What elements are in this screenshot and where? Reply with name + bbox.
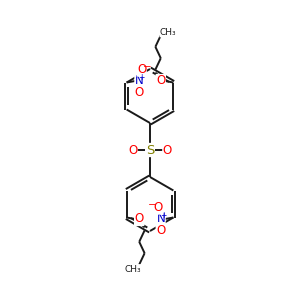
Text: N: N xyxy=(156,212,165,226)
Text: O: O xyxy=(163,143,172,157)
Text: +: + xyxy=(160,211,166,220)
Text: O: O xyxy=(128,143,137,157)
Text: CH₃: CH₃ xyxy=(125,265,142,274)
Text: O: O xyxy=(137,63,146,76)
Text: −: − xyxy=(148,200,157,210)
Text: O: O xyxy=(135,212,144,226)
Text: O: O xyxy=(135,86,144,99)
Text: −: − xyxy=(142,62,152,72)
Text: +: + xyxy=(138,73,145,82)
Text: O: O xyxy=(156,224,165,237)
Text: O: O xyxy=(154,201,163,214)
Text: S: S xyxy=(146,143,154,157)
Text: N: N xyxy=(135,74,144,88)
Text: O: O xyxy=(156,74,165,88)
Text: CH₃: CH₃ xyxy=(160,28,177,37)
